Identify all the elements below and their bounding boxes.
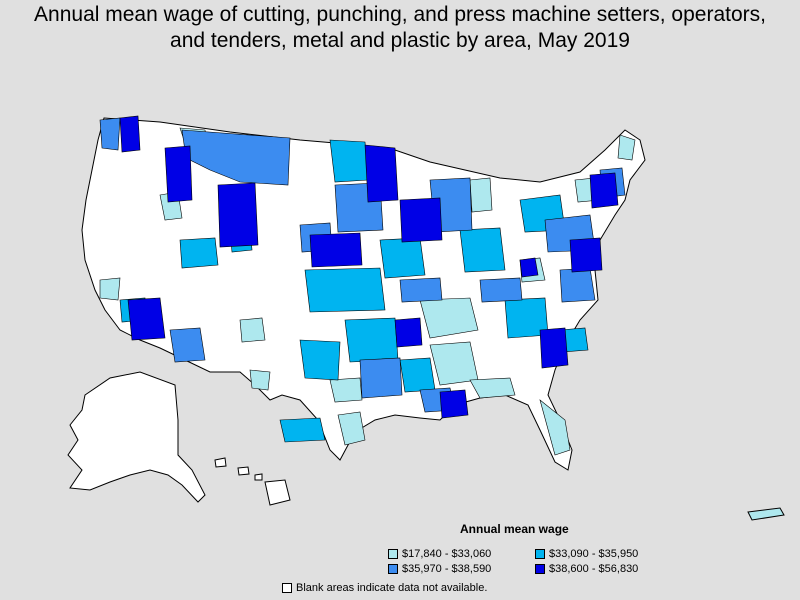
hawaii-outline: [214, 457, 291, 506]
legend-swatch: [535, 564, 545, 574]
tier-4-regions: [119, 115, 619, 419]
tier-2-regions: [119, 139, 589, 443]
legend-item: $38,600 - $56,830: [535, 563, 638, 575]
legend-label: $33,090 - $35,950: [549, 548, 639, 560]
puerto-rico-outline: [747, 507, 785, 521]
blank-swatch: [282, 583, 292, 593]
map-title: Annual mean wage of cutting, punching, a…: [0, 2, 800, 54]
tier-3-regions: [99, 117, 626, 413]
legend-item: $33,090 - $35,950: [535, 548, 638, 560]
title-line-1: Annual mean wage of cutting, punching, a…: [34, 3, 766, 26]
alaska-outline: [67, 371, 206, 503]
note-text: Blank areas indicate data not available.: [296, 582, 488, 594]
legend-label: $17,840 - $33,060: [402, 548, 492, 560]
legend-swatch: [388, 564, 398, 574]
legend-label: $38,600 - $56,830: [549, 563, 639, 575]
title-line-2: and tenders, metal and plastic by area, …: [170, 29, 630, 52]
legend-item: $35,970 - $38,590: [388, 563, 491, 575]
legend-item: $17,840 - $33,060: [388, 548, 491, 560]
legend-title: Annual mean wage: [460, 522, 569, 536]
legend-swatch: [535, 549, 545, 559]
legend-label: $35,970 - $38,590: [402, 563, 492, 575]
tier-1-regions: [99, 127, 636, 456]
blank-areas-note: Blank areas indicate data not available.: [282, 582, 487, 594]
legend-swatch: [388, 549, 398, 559]
